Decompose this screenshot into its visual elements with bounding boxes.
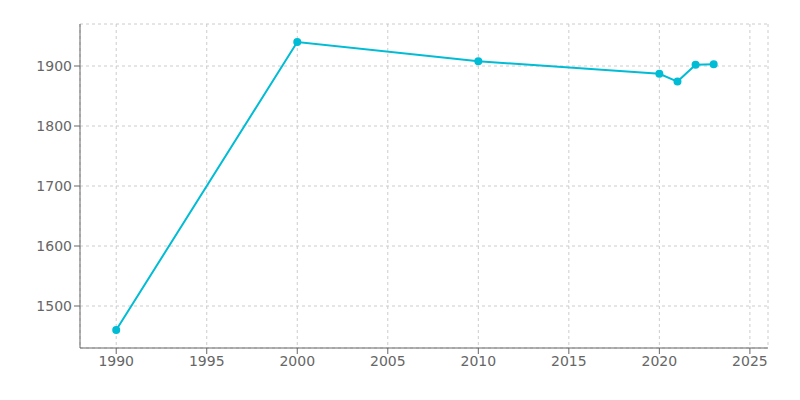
svg-text:2020: 2020: [642, 353, 678, 369]
svg-text:2000: 2000: [279, 353, 315, 369]
svg-text:2025: 2025: [732, 353, 768, 369]
svg-text:1700: 1700: [36, 178, 72, 194]
svg-text:2010: 2010: [460, 353, 496, 369]
svg-text:2015: 2015: [551, 353, 587, 369]
svg-text:1995: 1995: [189, 353, 225, 369]
svg-text:2005: 2005: [370, 353, 406, 369]
svg-text:1500: 1500: [36, 298, 72, 314]
svg-text:1600: 1600: [36, 238, 72, 254]
svg-text:1990: 1990: [98, 353, 134, 369]
svg-text:1900: 1900: [36, 58, 72, 74]
svg-text:1800: 1800: [36, 118, 72, 134]
